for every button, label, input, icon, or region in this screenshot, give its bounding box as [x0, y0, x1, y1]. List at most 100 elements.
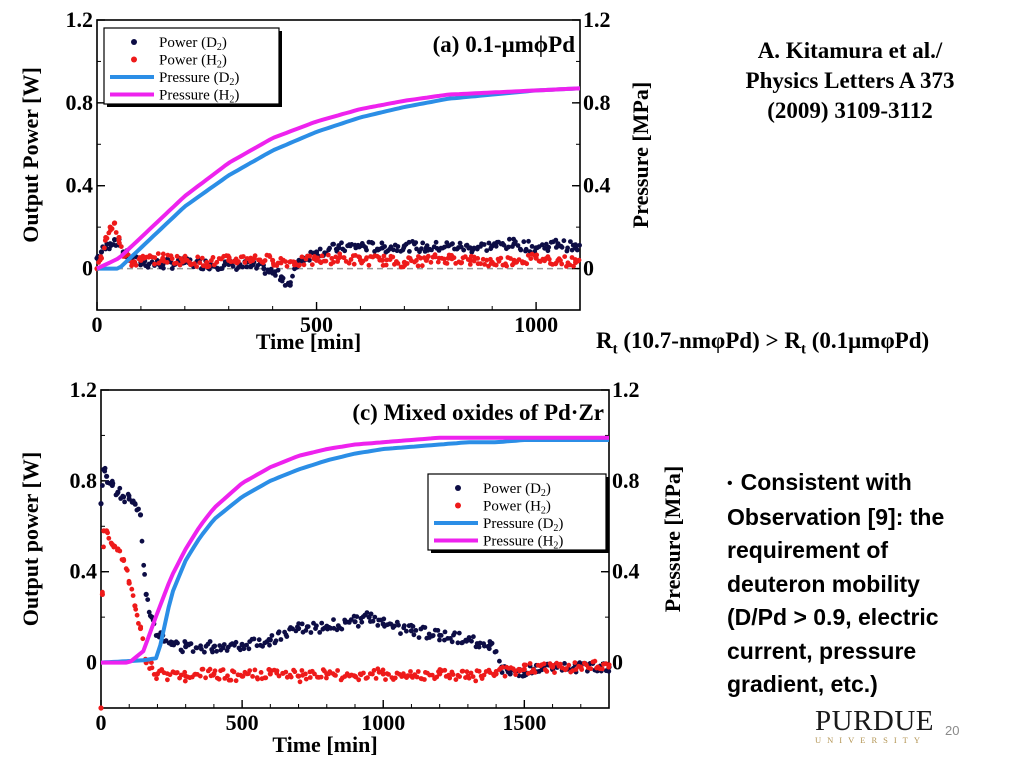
- series-point-0: [110, 481, 116, 486]
- series-point-1: [532, 670, 538, 675]
- series-point-0: [381, 616, 387, 622]
- series-point-0: [327, 245, 332, 251]
- y-right-tick-label: 1.2: [583, 7, 611, 32]
- series-point-0: [305, 624, 311, 629]
- series-point-1: [199, 255, 205, 261]
- series-point-0: [303, 628, 309, 633]
- series-point-0: [379, 240, 385, 246]
- series-point-1: [418, 255, 424, 261]
- series-point-0: [438, 633, 444, 638]
- series-point-0: [194, 645, 200, 651]
- series-point-1: [442, 667, 448, 673]
- series-point-0: [523, 246, 529, 252]
- series-point-0: [392, 623, 397, 629]
- series-line-2: [100, 438, 609, 665]
- series-point-0: [461, 247, 467, 253]
- series-point-1: [429, 672, 435, 678]
- legend-marker-0: [455, 485, 461, 491]
- series-point-1: [481, 672, 487, 678]
- bullet-line-6: gradient, etc.): [727, 671, 878, 698]
- series-point-1: [319, 253, 325, 259]
- series-point-0: [546, 244, 552, 250]
- rt-text-2: (0.1μmφPd): [805, 328, 930, 353]
- series-point-1: [348, 257, 354, 262]
- series-point-1: [572, 660, 578, 665]
- series-point-0: [142, 572, 148, 577]
- series-point-0: [486, 240, 492, 246]
- y-tick-label: 1.2: [66, 7, 94, 32]
- series-point-1: [109, 226, 115, 232]
- series-point-0: [410, 624, 416, 629]
- series-point-0: [122, 499, 127, 505]
- legend-marker-1: [455, 502, 461, 509]
- legend-label-3: Pressure (H2): [159, 88, 239, 106]
- series-point-1: [467, 262, 473, 267]
- series-point-0: [424, 243, 430, 249]
- series-point-1: [121, 557, 127, 562]
- legend-label-3: Pressure (H2): [483, 534, 563, 552]
- series-point-1: [553, 260, 559, 266]
- chart-title: (a) 0.1-μmϕPd: [433, 32, 576, 57]
- series-point-1: [169, 256, 175, 262]
- series-point-0: [254, 643, 260, 649]
- purdue-logo: PURDUE UNIVERSITY: [815, 706, 940, 745]
- citation-line-3: (2009) 3109-3112: [767, 98, 933, 123]
- series-point-1: [341, 255, 347, 260]
- series-point-1: [174, 253, 180, 259]
- series-point-0: [290, 273, 295, 279]
- logo-subtitle: UNIVERSITY: [815, 735, 926, 745]
- series-point-1: [180, 259, 186, 265]
- series-point-1: [383, 677, 388, 682]
- series-point-1: [164, 260, 170, 265]
- series-point-1: [152, 255, 158, 260]
- series-point-0: [413, 240, 419, 246]
- series-point-1: [250, 674, 256, 679]
- series-point-1: [236, 259, 241, 264]
- series-point-0: [456, 630, 462, 636]
- series-point-1: [206, 263, 212, 269]
- series-point-0: [489, 244, 494, 250]
- series-point-1: [133, 606, 139, 612]
- series-point-0: [398, 631, 403, 636]
- series-point-1: [140, 636, 146, 642]
- series-point-1: [504, 263, 509, 269]
- series-point-0: [268, 266, 274, 272]
- series-point-0: [484, 248, 490, 254]
- series-point-1: [324, 675, 329, 681]
- series-point-1: [459, 260, 465, 265]
- chart-panel-c: 0 0 0.4 0.4 0.8 0.8 1.2 1.2 0 500 1000 1500 Time [mi…: [18, 377, 685, 757]
- series-point-1: [524, 261, 530, 267]
- series-point-1: [106, 535, 112, 541]
- series-point-1: [129, 263, 135, 269]
- series-point-0: [104, 241, 110, 247]
- series-point-0: [539, 242, 545, 248]
- series-point-1: [112, 543, 118, 549]
- series-point-0: [240, 642, 245, 648]
- series-point-0: [493, 649, 499, 654]
- series-point-1: [174, 260, 179, 266]
- series-point-0: [132, 502, 138, 507]
- series-point-0: [267, 642, 272, 648]
- series-point-1: [124, 567, 130, 573]
- series-point-1: [392, 675, 398, 681]
- series-point-1: [512, 668, 518, 674]
- x-tick-label: 1000: [514, 312, 558, 337]
- series-point-0: [273, 638, 279, 644]
- series-point-0: [331, 617, 336, 622]
- series-point-1: [502, 673, 508, 679]
- bullet-line-3: deuteron mobility: [727, 570, 920, 597]
- citation-block: A. Kitamura et al./ Physics Letters A 37…: [700, 36, 1000, 126]
- series-point-0: [241, 646, 247, 652]
- series-point-1: [318, 674, 324, 680]
- series-point-1: [97, 257, 103, 263]
- series-point-0: [284, 634, 290, 639]
- series-point-1: [312, 671, 317, 677]
- y-tick-label: 0.4: [70, 559, 98, 584]
- series-point-0: [372, 614, 378, 620]
- legend-label-2: Pressure (D2): [159, 70, 239, 88]
- y-right-tick-label: 1.2: [612, 377, 640, 402]
- series-point-1: [346, 260, 352, 266]
- series-point-1: [149, 660, 154, 665]
- series-point-1: [606, 664, 612, 670]
- series-point-0: [394, 248, 400, 254]
